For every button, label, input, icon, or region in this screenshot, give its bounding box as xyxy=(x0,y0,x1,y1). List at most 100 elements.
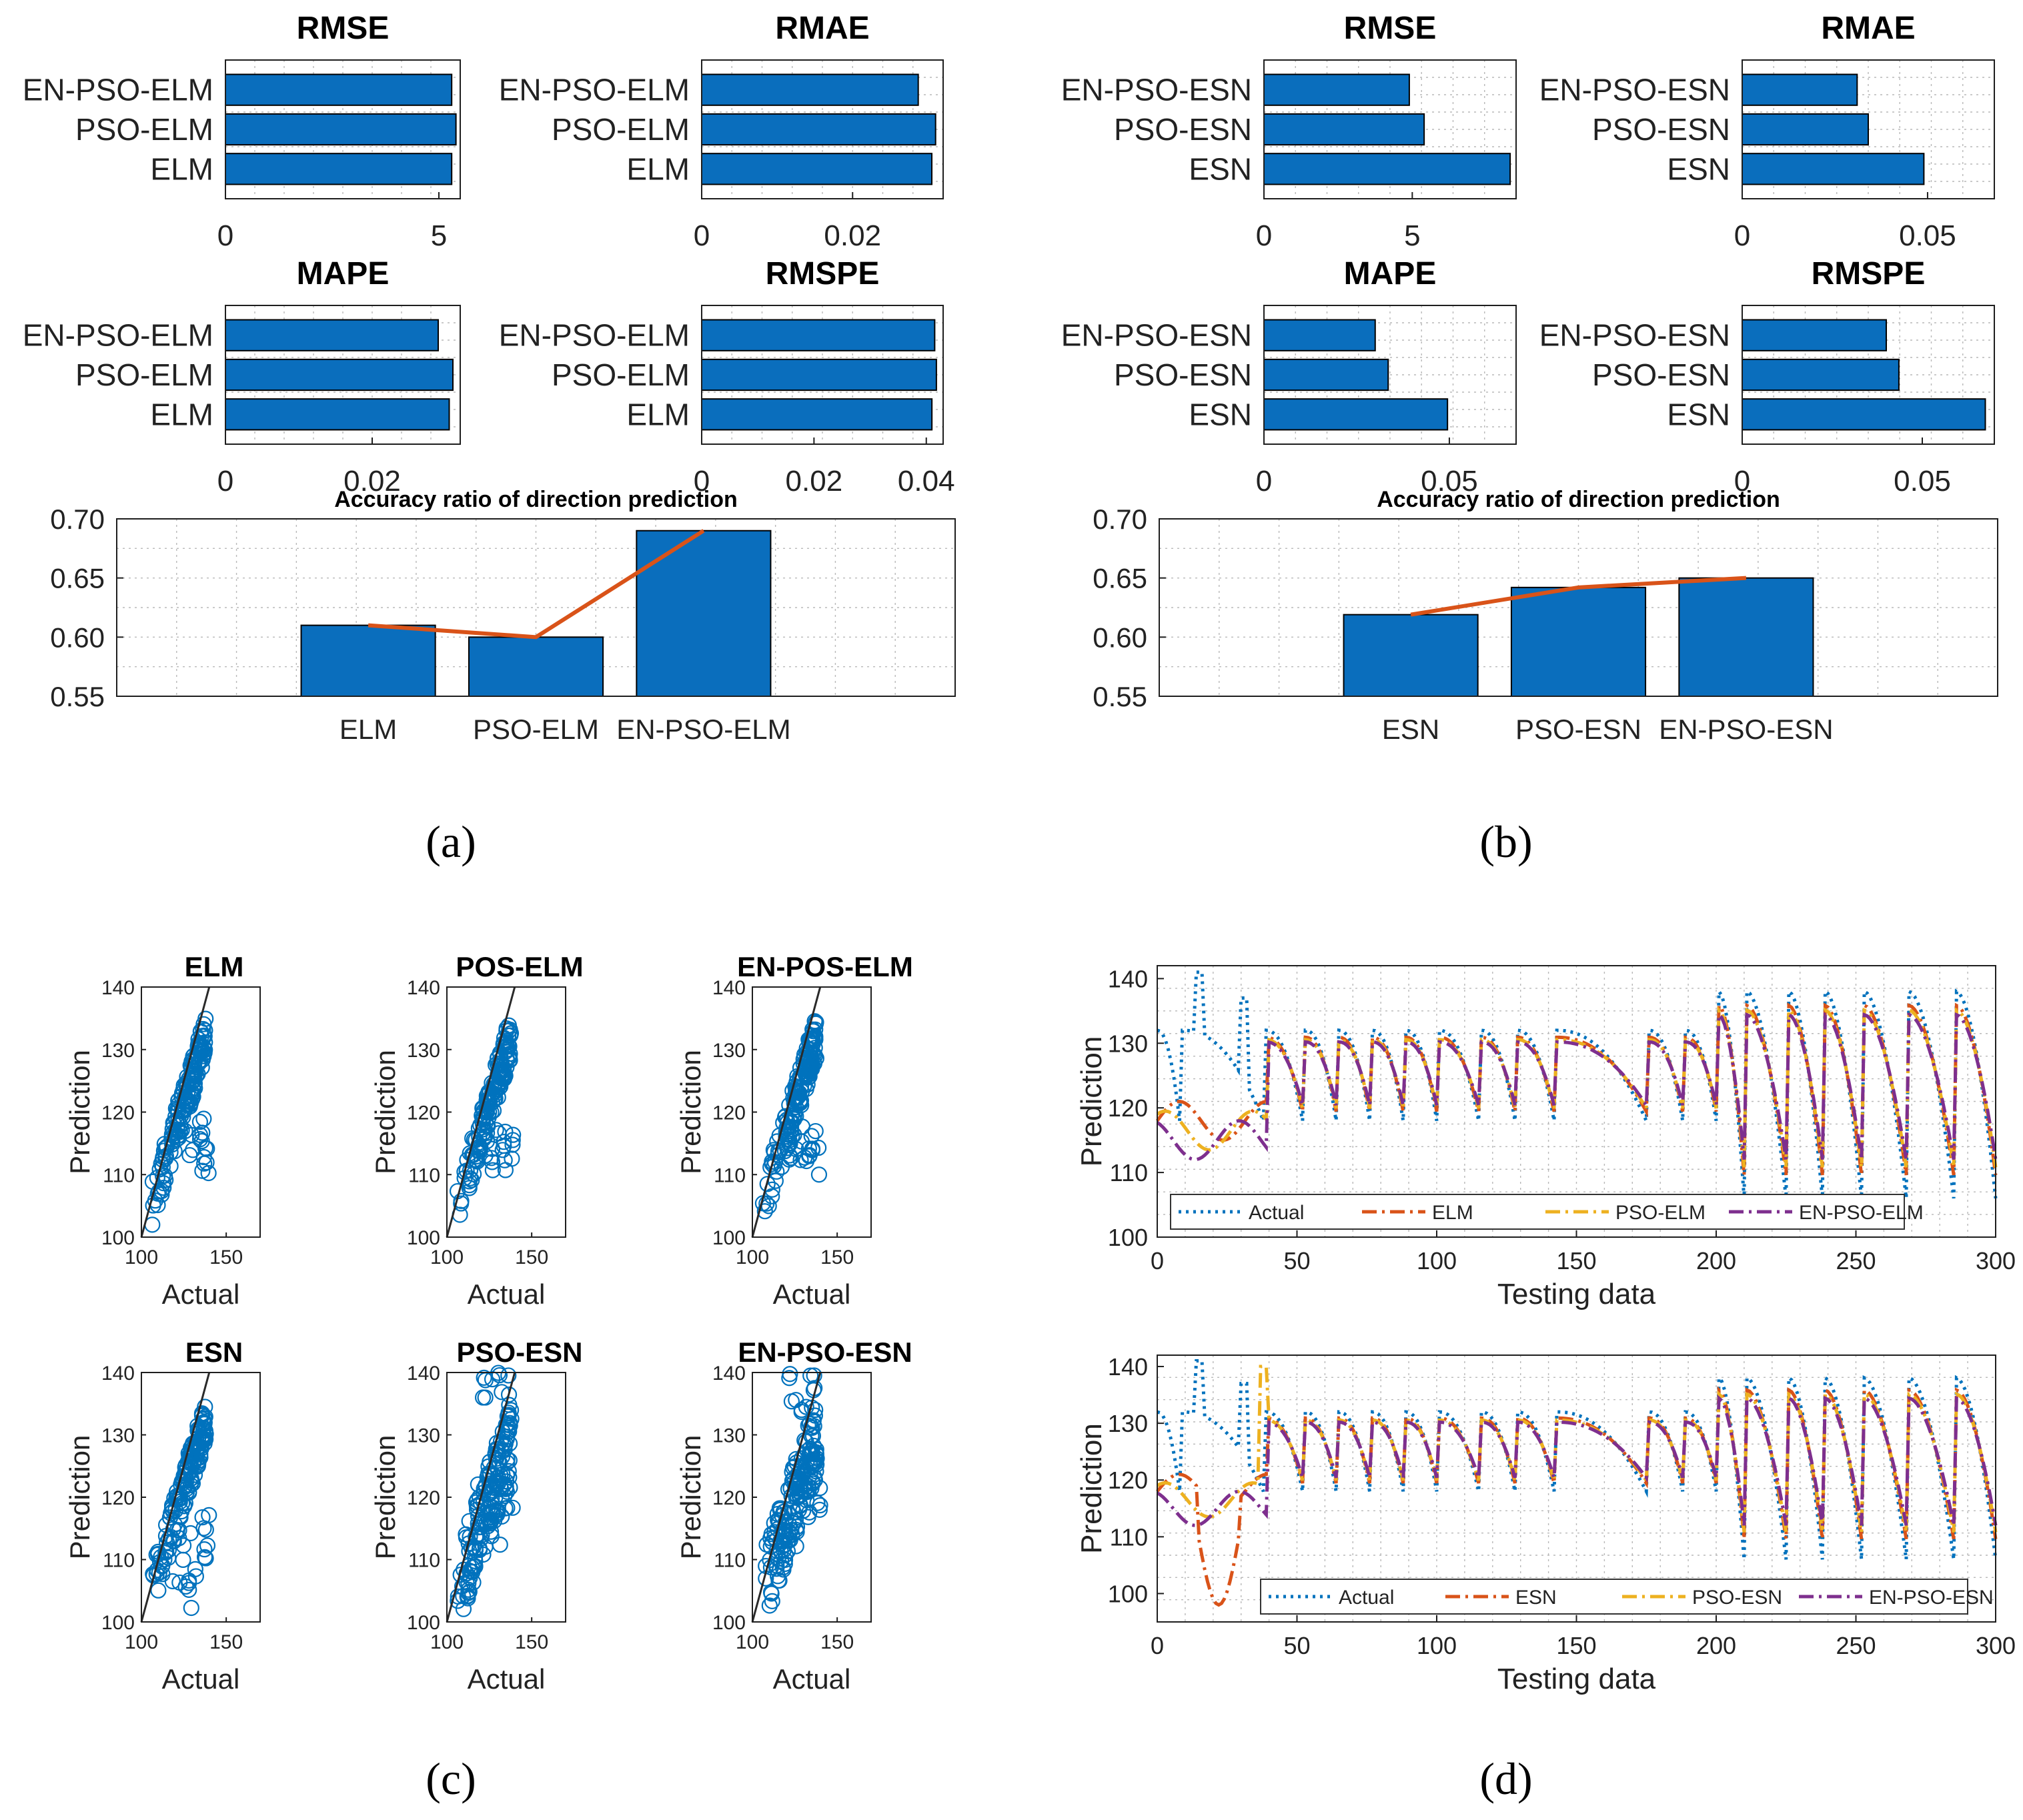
c_pso_elm-point xyxy=(484,1140,501,1157)
c_pso_elm-point xyxy=(504,1136,521,1153)
d_elm-xtick-label: 300 xyxy=(1976,1247,2016,1274)
c_pso_elm-ytick-label: 140 xyxy=(407,977,440,999)
c_pso_elm-point xyxy=(464,1172,480,1188)
d_elm-series-elm xyxy=(1155,1001,1998,1176)
d_esn-ytick-label: 120 xyxy=(1108,1467,1148,1494)
a_rmspe-ytick-label: ELM xyxy=(626,397,690,431)
c_pso_esn-point xyxy=(499,1451,516,1468)
c_pso_elm-point xyxy=(461,1180,478,1196)
a_mape-axes xyxy=(225,305,461,445)
a_acc-ytick-label: 0.70 xyxy=(50,504,105,535)
c_elm-point xyxy=(195,1110,212,1127)
c_pso_esn-point xyxy=(474,1389,492,1406)
c_en_pso_elm-ytick-label: 140 xyxy=(712,977,746,999)
c_pso_elm-xlabel: Actual xyxy=(468,1278,546,1310)
c_en_pso_esn-point xyxy=(776,1537,792,1555)
c_esn-point xyxy=(171,1522,187,1539)
c_elm-point xyxy=(191,1114,209,1130)
d_esn-xtick-label: 0 xyxy=(1151,1632,1164,1659)
c_en_pso_elm-xtick-label: 150 xyxy=(820,1246,854,1268)
c_esn-point xyxy=(196,1541,213,1558)
a_mape-xtick-label: 0 xyxy=(217,465,233,498)
c_en_pso_esn-xtick-label: 100 xyxy=(736,1631,769,1653)
c_esn-point xyxy=(192,1438,209,1455)
b_mape-bar xyxy=(1263,319,1376,351)
c_en_pso_esn-xtick-label: 150 xyxy=(820,1631,854,1653)
c_elm-point xyxy=(151,1183,167,1200)
a_acc-title: Accuracy ratio of direction prediction xyxy=(334,487,738,512)
c_esn-axes xyxy=(141,1372,261,1623)
c_en_pso_elm-point xyxy=(810,1166,828,1183)
a_rmae-ytick-label: PSO-ELM xyxy=(552,112,690,147)
a_acc-bar xyxy=(468,636,604,697)
c_elm-point xyxy=(192,1023,209,1040)
c_elm-point xyxy=(182,1082,199,1098)
c_pso_esn-ylabel: Prediction xyxy=(370,1435,401,1560)
b_rmse-bar xyxy=(1263,153,1511,185)
c_en_pso_esn-point xyxy=(774,1559,791,1576)
d_elm-xtick-label: 150 xyxy=(1556,1247,1596,1274)
c_elm-point xyxy=(193,1028,210,1044)
c_pso_esn-identity-line xyxy=(446,1372,516,1623)
c_pso_esn-point xyxy=(504,1499,521,1516)
c_esn-point xyxy=(196,1549,213,1565)
c_pso_elm-identity-line xyxy=(446,986,516,1238)
c_pso_elm-title: POS-ELM xyxy=(456,951,583,982)
c_pso_esn-point xyxy=(468,1529,484,1545)
c_en_pso_elm-point xyxy=(803,1049,820,1066)
c_en_pso_elm-point xyxy=(784,1128,800,1144)
a_rmse-xtick-label: 5 xyxy=(431,219,447,252)
a_mape-bar xyxy=(225,319,439,351)
c_pso_esn-point xyxy=(482,1465,499,1482)
a_rmspe-xtick-label: 0.04 xyxy=(898,465,955,498)
c_esn-point xyxy=(182,1477,199,1494)
c_esn-point xyxy=(148,1547,165,1563)
c_elm-point xyxy=(195,1016,212,1032)
c_en_pso_elm-point xyxy=(767,1172,784,1189)
c_esn-identity-line xyxy=(140,1372,211,1623)
c_en_pso_esn-point xyxy=(764,1593,780,1609)
c_pso_esn-point xyxy=(483,1511,500,1528)
c_elm-identity-line xyxy=(140,986,211,1238)
c_esn-point xyxy=(185,1453,203,1470)
b_rmse-axes xyxy=(1263,59,1517,199)
b_mape-xtick-label: 0 xyxy=(1256,465,1272,498)
c_esn-point xyxy=(175,1551,191,1568)
c_en_pso_esn-point xyxy=(800,1509,816,1525)
c_elm-point xyxy=(163,1130,180,1147)
d_elm-ytick-label: 110 xyxy=(1110,1159,1148,1186)
c_en_pso_elm-point xyxy=(804,1056,821,1072)
c_pso_elm-point xyxy=(498,1022,515,1039)
c_en_pso_esn-point xyxy=(798,1433,814,1450)
c_en_pso_esn-point xyxy=(788,1538,804,1555)
c_pso_esn-point xyxy=(458,1526,474,1543)
c_en_pso_esn-point xyxy=(811,1501,828,1518)
c_pso_elm-point xyxy=(497,1162,514,1178)
d_elm-legend-box xyxy=(1170,1194,1905,1230)
d_elm-xtick-label: 0 xyxy=(1151,1247,1164,1274)
c_esn-point xyxy=(187,1568,204,1585)
c_en_pso_elm-ytick-label: 120 xyxy=(712,1102,746,1124)
b_rmse-xtick-label: 5 xyxy=(1404,219,1420,252)
c_pso_esn-point xyxy=(483,1528,500,1545)
a_rmae-axes xyxy=(701,59,944,199)
c_elm-point xyxy=(184,1085,201,1102)
b_rmspe-ytick-label: ESN xyxy=(1667,397,1730,431)
c_pso_elm-point xyxy=(453,1192,470,1209)
c_pso_esn-point xyxy=(500,1367,517,1384)
a_acc-xtick-label: EN-PSO-ELM xyxy=(616,714,790,745)
c_esn-point xyxy=(177,1578,194,1595)
d_esn-xtick-label: 300 xyxy=(1976,1632,2016,1659)
d_elm-legend-label: Actual xyxy=(1249,1202,1304,1224)
d_elm-xtick-label: 250 xyxy=(1836,1247,1876,1274)
b_mape-bar xyxy=(1263,358,1389,391)
c_en_pso_elm-point xyxy=(807,1122,824,1140)
c_pso_esn-xtick-label: 100 xyxy=(430,1631,464,1653)
d_esn-ytick-label: 140 xyxy=(1108,1353,1148,1381)
c_elm-chart: 100 110 120 130 140 100 150 Actual Prediction ELM xyxy=(64,951,261,1310)
c_pso_esn-point xyxy=(501,1452,518,1469)
a_rmse-ytick-label: ELM xyxy=(150,151,213,186)
c_pso_elm-point xyxy=(489,1055,506,1072)
c_elm-xtick-label: 150 xyxy=(209,1246,243,1268)
